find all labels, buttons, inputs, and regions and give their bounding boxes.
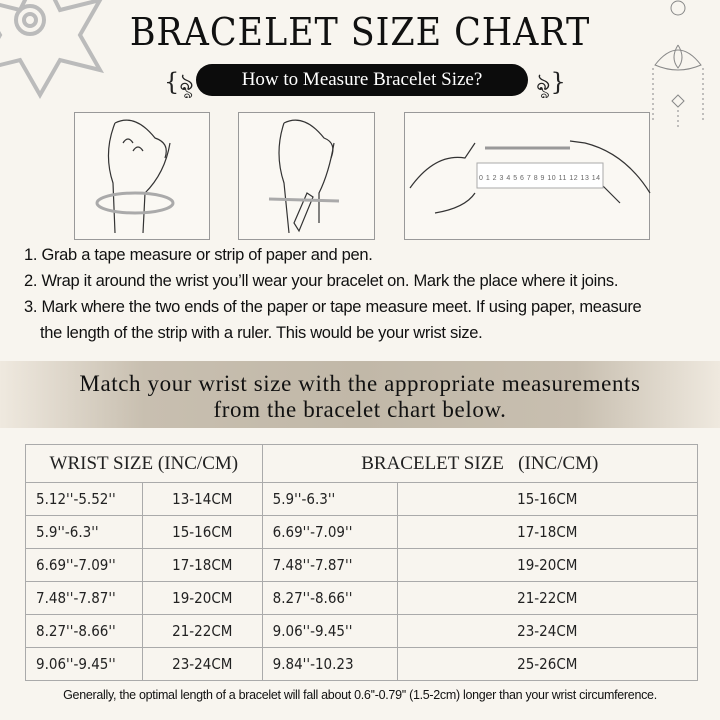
step3-illustration: 0 1 2 3 4 5 6 7 8 9 10 11 12 13 14 bbox=[404, 112, 651, 240]
bracelet-cm-cell: 15-16CM bbox=[396, 482, 699, 516]
bracelet-inches-cell: 9.06''-9.45'' bbox=[261, 614, 398, 648]
wrist-cm-cell: 17-18CM bbox=[141, 548, 263, 582]
right-flourish-icon: ৡ} bbox=[536, 68, 566, 96]
wrist-cm-cell: 15-16CM bbox=[141, 515, 263, 549]
bracelet-inches-cell: 9.84''-10.23 bbox=[261, 647, 398, 681]
bracelet-inches-cell: 6.69''-7.09'' bbox=[261, 515, 398, 549]
step-1: 1. Grab a tape measure or strip of paper… bbox=[24, 246, 373, 264]
lotus-decoration-icon bbox=[0, 0, 105, 100]
wrist-inches-cell: 8.27''-8.66'' bbox=[25, 614, 143, 648]
size-table: WRIST SIZE (INC/CM) BRACELET SIZE (INC/C… bbox=[25, 444, 699, 681]
footnote: Generally, the optimal length of a brace… bbox=[63, 688, 657, 702]
bracelet-inches-cell: 8.27''-8.66'' bbox=[261, 581, 398, 615]
banner-line-1: Match your wrist size with the appropria… bbox=[79, 371, 641, 396]
step2-illustration bbox=[238, 112, 375, 240]
wrist-inches-cell: 5.9''-6.3'' bbox=[25, 515, 143, 549]
left-flourish-icon: {ৡ bbox=[164, 68, 194, 96]
bracelet-inches-cell: 7.48''-7.87'' bbox=[261, 548, 398, 582]
step-2: 2. Wrap it around the wrist you’ll wear … bbox=[24, 272, 619, 290]
table-row: 9.06''-9.45'' 23-24CM 9.84''-10.23 25-26CM bbox=[25, 647, 699, 681]
wrist-cm-cell: 13-14CM bbox=[141, 482, 263, 516]
table-header-row: WRIST SIZE (INC/CM) BRACELET SIZE (INC/C… bbox=[25, 444, 699, 483]
step-3: 3. Mark where the two ends of the paper … bbox=[24, 298, 642, 316]
ruler-numbers: 0 1 2 3 4 5 6 7 8 9 10 11 12 13 14 bbox=[479, 175, 601, 182]
bracelet-cm-cell: 17-18CM bbox=[396, 515, 699, 549]
bracelet-cm-cell: 23-24CM bbox=[396, 614, 699, 648]
table-row: 5.12''-5.52'' 13-14CM 5.9''-6.3'' 15-16CM bbox=[25, 482, 699, 516]
bracelet-cm-cell: 21-22CM bbox=[396, 581, 699, 615]
hands-ruler-icon bbox=[409, 140, 651, 214]
wrist-inches-cell: 5.12''-5.52'' bbox=[25, 482, 143, 516]
wrist-size-header: WRIST SIZE (INC/CM) bbox=[25, 444, 263, 483]
wrist-cm-cell: 19-20CM bbox=[141, 581, 263, 615]
wrist-cm-cell: 21-22CM bbox=[141, 614, 263, 648]
step1-illustration bbox=[74, 112, 210, 240]
page-title: BRACELET SIZE CHART bbox=[129, 10, 591, 54]
table-row: 8.27''-8.66'' 21-22CM 9.06''-9.45'' 23-24CM bbox=[25, 614, 699, 648]
table-row: 7.48''-7.87'' 19-20CM 8.27''-8.66'' 21-22CM bbox=[25, 581, 699, 615]
instruction-banner: Match your wrist size with the appropria… bbox=[0, 361, 720, 428]
bracelet-size-header: BRACELET SIZE (INC/CM) bbox=[261, 444, 699, 483]
step-3-continued: the length of the strip with a ruler. Th… bbox=[40, 324, 483, 342]
bracelet-cm-cell: 19-20CM bbox=[396, 548, 699, 582]
bracelet-inches-cell: 5.9''-6.3'' bbox=[261, 482, 398, 516]
wrist-inches-cell: 9.06''-9.45'' bbox=[25, 647, 143, 681]
hanging-lotus-decoration-icon bbox=[652, 0, 704, 128]
hand-mark-pen-icon bbox=[268, 119, 340, 234]
wrist-inches-cell: 6.69''-7.09'' bbox=[25, 548, 143, 582]
subtitle-pill: How to Measure Bracelet Size? bbox=[196, 64, 528, 96]
bracelet-cm-cell: 25-26CM bbox=[396, 647, 699, 681]
table-row: 5.9''-6.3'' 15-16CM 6.69''-7.09'' 17-18CM bbox=[25, 515, 699, 549]
banner-line-2: from the bracelet chart below. bbox=[213, 397, 507, 422]
hand-wrap-tape-icon bbox=[95, 119, 175, 234]
wrist-inches-cell: 7.48''-7.87'' bbox=[25, 581, 143, 615]
table-row: 6.69''-7.09'' 17-18CM 7.48''-7.87'' 19-20CM bbox=[25, 548, 699, 582]
wrist-cm-cell: 23-24CM bbox=[141, 647, 263, 681]
